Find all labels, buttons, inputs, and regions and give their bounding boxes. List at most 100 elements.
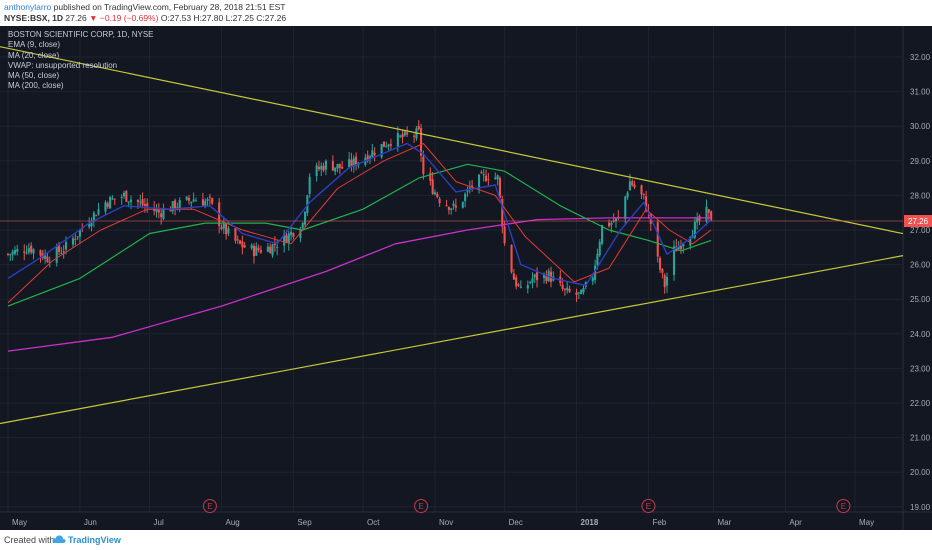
candle-body xyxy=(447,207,450,210)
candle-body xyxy=(663,275,666,288)
candle-body xyxy=(153,208,156,212)
legend-ma50[interactable]: MA (50, close) xyxy=(8,71,60,81)
candle-body xyxy=(494,177,497,180)
candle-body xyxy=(276,246,279,248)
x-tick-label: Jun xyxy=(84,518,97,527)
candle-body xyxy=(336,164,339,169)
trendline-upper xyxy=(0,46,904,235)
price-chart[interactable]: 32.00 31.00 30.00 29.00 28.00 27.00 26.00 25.00… xyxy=(0,26,932,530)
candle-body xyxy=(624,196,627,219)
candle-body xyxy=(211,198,214,204)
candle-body xyxy=(628,181,631,191)
candle-body xyxy=(60,252,63,254)
candle-body xyxy=(129,199,133,203)
candle-body xyxy=(510,245,513,273)
candle-body xyxy=(25,252,28,254)
chart-area[interactable]: 32.00 31.00 30.00 29.00 28.00 27.00 26.00 25.00… xyxy=(0,26,932,530)
tradingview-brand[interactable]: TradingView xyxy=(68,535,121,545)
candle-body xyxy=(109,197,112,209)
candle-body xyxy=(503,226,506,244)
candle-body xyxy=(9,254,12,256)
candle-body xyxy=(659,258,662,270)
candle-body xyxy=(450,208,453,210)
candle-body xyxy=(285,235,288,243)
x-tick-label: Feb xyxy=(652,518,666,527)
candle-body xyxy=(482,174,485,176)
candle-body xyxy=(292,233,295,237)
y-tick-label: 30.00 xyxy=(910,122,931,131)
earnings-marker xyxy=(836,499,851,513)
candle-body xyxy=(225,223,228,235)
candle-body xyxy=(185,196,188,200)
legend-ma200[interactable]: MA (200, close) xyxy=(8,81,64,91)
publish-info: published on TradingView.com, February 2… xyxy=(53,2,286,12)
candle-body xyxy=(259,250,262,253)
candle-body xyxy=(610,222,613,226)
candle-body xyxy=(515,277,518,287)
candle-body xyxy=(531,278,534,283)
candle-body xyxy=(464,193,467,202)
candle-body xyxy=(526,284,529,289)
candle-body xyxy=(568,288,571,292)
candle-body xyxy=(478,174,481,189)
candle-body xyxy=(160,213,163,218)
earnings-marker-label: E xyxy=(646,502,651,511)
candle-body xyxy=(334,167,337,172)
candle-body xyxy=(171,201,174,212)
candle-body xyxy=(693,221,696,238)
legend-ma20[interactable]: MA (20, close) xyxy=(8,50,60,60)
candle-body xyxy=(348,159,351,168)
candle-body xyxy=(315,165,318,177)
candle-body xyxy=(125,190,128,202)
symbol-line: NYSE:BSX, 1D 27.26 ▼ −0.19 (−0.69%) O:27… xyxy=(4,13,286,23)
candle-body xyxy=(406,132,409,135)
candle-body xyxy=(317,166,320,170)
candle-body xyxy=(582,288,585,293)
candle-body xyxy=(461,201,464,208)
candle-body xyxy=(591,277,594,282)
candle-body xyxy=(563,288,566,290)
candle-body xyxy=(273,243,276,246)
candle-body xyxy=(401,134,404,138)
candle-body xyxy=(580,289,583,295)
earnings-marker xyxy=(202,499,217,513)
candle-body xyxy=(399,135,402,137)
candle-body xyxy=(58,245,61,252)
y-tick-label: 28.00 xyxy=(910,191,931,200)
x-tick-label: Apr xyxy=(789,518,802,527)
candle-body xyxy=(74,238,77,240)
y-tick-label: 19.00 xyxy=(910,503,931,512)
y-tick-label: 25.00 xyxy=(910,295,931,304)
candle-body xyxy=(106,203,109,207)
candle-body xyxy=(396,133,399,147)
candle-body xyxy=(127,201,130,203)
candle-body xyxy=(243,245,246,248)
candle-body xyxy=(689,237,692,246)
candle-body xyxy=(290,231,293,236)
candle-body xyxy=(338,163,341,168)
candle-body xyxy=(598,241,601,256)
legend-ema9[interactable]: EMA (9, close) xyxy=(8,40,61,50)
y-tick-label: 23.00 xyxy=(910,364,931,373)
candle-body xyxy=(471,185,474,187)
candle-body xyxy=(113,198,116,200)
earnings-marker xyxy=(641,499,656,513)
candle-body xyxy=(122,192,126,197)
candle-body xyxy=(155,209,158,212)
candle-body xyxy=(13,250,17,254)
x-tick-label: Dec xyxy=(509,518,523,527)
candle-body xyxy=(566,287,569,291)
candle-body xyxy=(536,272,539,281)
candle-body xyxy=(350,159,353,167)
candle-body xyxy=(146,203,149,207)
candle-body xyxy=(601,225,604,244)
x-tick-label: 2018 xyxy=(581,518,599,527)
author-link[interactable]: anthonylarro xyxy=(4,2,52,12)
candle-body xyxy=(645,196,648,212)
candle-body xyxy=(707,209,710,213)
candle-body xyxy=(271,244,274,256)
candle-body xyxy=(519,286,522,288)
legend-vwap[interactable]: VWAP: unsupported resolution xyxy=(8,60,118,70)
candle-body xyxy=(255,246,258,256)
candle-body xyxy=(48,261,51,263)
